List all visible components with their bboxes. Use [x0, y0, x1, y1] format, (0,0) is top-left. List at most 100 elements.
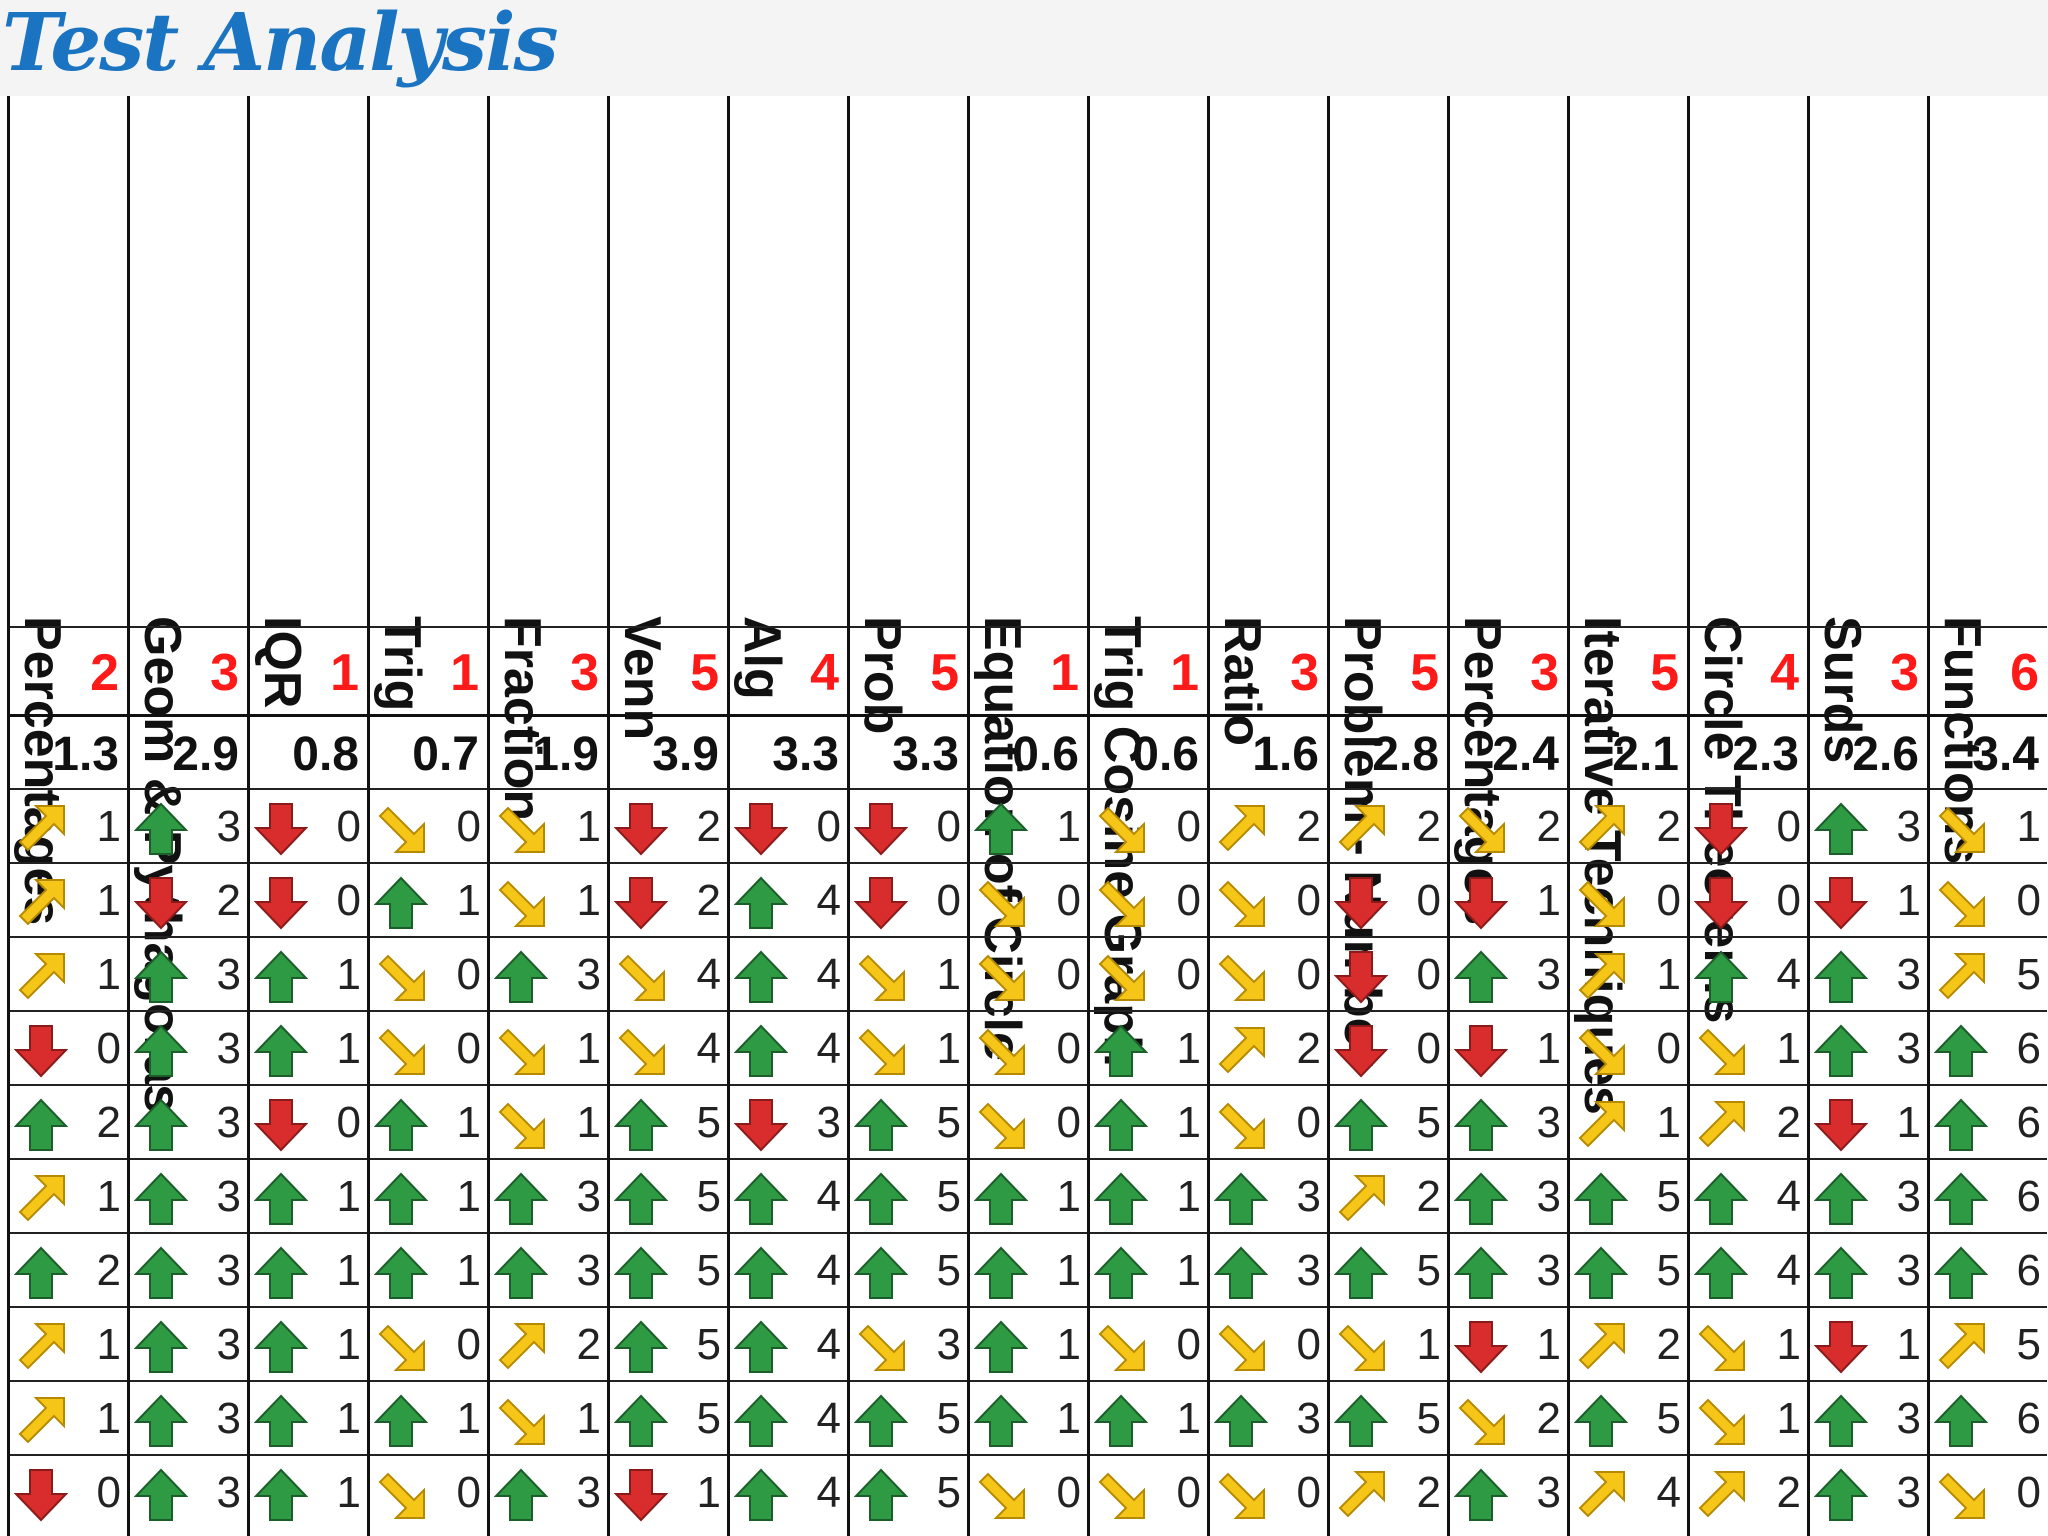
score-cell[interactable]: 4: [730, 1380, 847, 1454]
score-cell[interactable]: 2: [1330, 1454, 1447, 1528]
score-cell[interactable]: 0: [1090, 788, 1207, 862]
score-cell[interactable]: 1: [1090, 1232, 1207, 1306]
column-header[interactable]: Fraction: [490, 96, 607, 821]
score-cell[interactable]: 3: [130, 1232, 247, 1306]
average-cell[interactable]: 2.4: [1450, 714, 1567, 788]
score-cell[interactable]: 3: [490, 1454, 607, 1528]
score-cell[interactable]: 1: [970, 788, 1087, 862]
score-cell[interactable]: 5: [610, 1380, 727, 1454]
score-cell[interactable]: 3: [130, 1454, 247, 1528]
score-cell[interactable]: 1: [1690, 1380, 1807, 1454]
score-cell[interactable]: 3: [1450, 1084, 1567, 1158]
score-cell[interactable]: 4: [730, 1454, 847, 1528]
score-cell[interactable]: 0: [850, 862, 967, 936]
average-cell[interactable]: 0.7: [370, 714, 487, 788]
score-cell[interactable]: 0: [1690, 862, 1807, 936]
score-cell[interactable]: 1: [970, 1232, 1087, 1306]
score-cell[interactable]: 0: [250, 862, 367, 936]
column-header[interactable]: Percentages: [10, 96, 127, 925]
score-cell[interactable]: 3: [130, 1380, 247, 1454]
score-cell[interactable]: 4: [1570, 1454, 1687, 1528]
score-cell[interactable]: 5: [1570, 1158, 1687, 1232]
average-cell[interactable]: 1.6: [1210, 714, 1327, 788]
max-marks-cell[interactable]: 5: [850, 626, 967, 714]
column-header[interactable]: Problem - Number: [1330, 96, 1447, 1067]
score-cell[interactable]: 5: [1330, 1084, 1447, 1158]
score-cell[interactable]: 0: [370, 1306, 487, 1380]
average-cell[interactable]: 1.9: [490, 714, 607, 788]
score-cell[interactable]: 0: [1930, 862, 2047, 936]
score-cell[interactable]: 2: [1330, 1158, 1447, 1232]
score-cell[interactable]: 3: [130, 1306, 247, 1380]
average-cell[interactable]: 0.8: [250, 714, 367, 788]
score-cell[interactable]: 0: [1570, 1010, 1687, 1084]
score-cell[interactable]: 1: [1570, 936, 1687, 1010]
column-header[interactable]: Geom & Pythagoras: [130, 96, 247, 1113]
score-cell[interactable]: 1: [1090, 1010, 1207, 1084]
score-cell[interactable]: 1: [370, 1380, 487, 1454]
score-cell[interactable]: 5: [1570, 1232, 1687, 1306]
score-cell[interactable]: 1: [10, 936, 127, 1010]
average-cell[interactable]: 0.6: [970, 714, 1087, 788]
score-cell[interactable]: 3: [1210, 1232, 1327, 1306]
score-cell[interactable]: 4: [730, 1306, 847, 1380]
score-cell[interactable]: 2: [10, 1084, 127, 1158]
max-marks-cell[interactable]: 5: [610, 626, 727, 714]
score-cell[interactable]: 4: [1690, 1232, 1807, 1306]
score-cell[interactable]: 4: [730, 1158, 847, 1232]
score-cell[interactable]: 6: [1930, 1232, 2047, 1306]
score-cell[interactable]: 3: [130, 936, 247, 1010]
max-marks-cell[interactable]: 4: [1690, 626, 1807, 714]
score-cell[interactable]: 3: [490, 1158, 607, 1232]
score-cell[interactable]: 2: [1690, 1084, 1807, 1158]
score-cell[interactable]: 2: [490, 1306, 607, 1380]
score-cell[interactable]: 1: [1090, 1380, 1207, 1454]
column-header[interactable]: IQR: [250, 96, 367, 708]
score-cell[interactable]: 0: [970, 862, 1087, 936]
score-cell[interactable]: 1: [1450, 862, 1567, 936]
score-cell[interactable]: 4: [730, 862, 847, 936]
score-cell[interactable]: 1: [1810, 1084, 1927, 1158]
score-cell[interactable]: 6: [1930, 1380, 2047, 1454]
score-cell[interactable]: 0: [1210, 1306, 1327, 1380]
score-cell[interactable]: 2: [10, 1232, 127, 1306]
average-cell[interactable]: 2.8: [1330, 714, 1447, 788]
max-marks-cell[interactable]: 1: [370, 626, 487, 714]
score-cell[interactable]: 4: [1690, 1158, 1807, 1232]
score-cell[interactable]: 5: [610, 1084, 727, 1158]
score-cell[interactable]: 1: [370, 862, 487, 936]
score-cell[interactable]: 1: [1690, 1306, 1807, 1380]
score-cell[interactable]: 2: [1570, 788, 1687, 862]
column-header[interactable]: Functions: [1930, 96, 2047, 864]
score-cell[interactable]: 3: [1810, 936, 1927, 1010]
score-cell[interactable]: 1: [250, 1380, 367, 1454]
score-cell[interactable]: 1: [250, 936, 367, 1010]
column-header[interactable]: Venn: [610, 96, 727, 740]
score-cell[interactable]: 0: [370, 1454, 487, 1528]
score-cell[interactable]: 2: [610, 862, 727, 936]
score-cell[interactable]: 1: [250, 1306, 367, 1380]
score-cell[interactable]: 1: [490, 862, 607, 936]
score-cell[interactable]: 0: [250, 1084, 367, 1158]
score-cell[interactable]: 1: [250, 1232, 367, 1306]
score-cell[interactable]: 1: [970, 1306, 1087, 1380]
max-marks-cell[interactable]: 3: [490, 626, 607, 714]
score-cell[interactable]: 1: [10, 862, 127, 936]
score-cell[interactable]: 6: [1930, 1084, 2047, 1158]
max-marks-cell[interactable]: 1: [1090, 626, 1207, 714]
max-marks-cell[interactable]: 4: [730, 626, 847, 714]
score-cell[interactable]: 4: [610, 1010, 727, 1084]
average-cell[interactable]: 2.3: [1690, 714, 1807, 788]
score-cell[interactable]: 0: [370, 788, 487, 862]
score-cell[interactable]: 3: [1450, 1158, 1567, 1232]
average-cell[interactable]: 3.3: [850, 714, 967, 788]
score-cell[interactable]: 1: [610, 1454, 727, 1528]
score-cell[interactable]: 0: [970, 1010, 1087, 1084]
average-cell[interactable]: 2.6: [1810, 714, 1927, 788]
score-cell[interactable]: 2: [1690, 1454, 1807, 1528]
column-header[interactable]: Trig: [370, 96, 487, 711]
average-cell[interactable]: 3.9: [610, 714, 727, 788]
score-cell[interactable]: 1: [370, 1084, 487, 1158]
score-cell[interactable]: 0: [970, 936, 1087, 1010]
score-cell[interactable]: 5: [610, 1158, 727, 1232]
